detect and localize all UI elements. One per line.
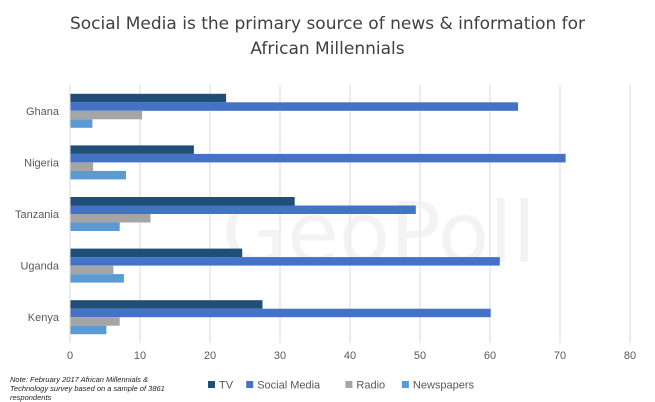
bar (70, 300, 263, 309)
bar (70, 102, 518, 111)
x-tick-label: 10 (134, 350, 146, 362)
bar (70, 170, 126, 180)
x-tick-label: 40 (344, 350, 356, 362)
bar (70, 93, 227, 103)
bar (70, 308, 491, 318)
legend-label: Social Media (257, 380, 321, 392)
bar (70, 205, 416, 214)
legend-swatch (208, 381, 215, 388)
x-tick-label: 60 (484, 350, 496, 362)
legend-label: TV (219, 380, 234, 392)
category-label: Uganda (20, 261, 59, 273)
category-label: Ghana (26, 106, 60, 118)
bar (70, 110, 143, 120)
legend-swatch (345, 381, 353, 388)
bar (70, 248, 243, 258)
x-tick-label: 70 (554, 350, 566, 362)
legend-label: Newspapers (413, 380, 475, 392)
x-tick-label: 80 (624, 350, 636, 362)
survey-note: Note: February 2017 African Millennials … (10, 375, 165, 402)
bar (70, 153, 566, 163)
category-label: Kenya (28, 312, 60, 324)
bar (70, 317, 120, 326)
x-tick-label: 20 (204, 350, 216, 362)
bar (70, 145, 194, 154)
bar (70, 325, 107, 335)
legend-label: Radio (356, 380, 385, 392)
category-label: Tanzania (15, 209, 60, 221)
legend-swatch (246, 381, 254, 388)
bar (70, 265, 114, 275)
bar (70, 257, 500, 266)
category-label: Nigeria (24, 157, 60, 169)
x-tick-label: 50 (414, 350, 426, 362)
x-tick-label: 30 (274, 350, 286, 362)
chart-title-line-2: African Millennials (250, 39, 405, 59)
bar (70, 197, 295, 206)
bar (70, 274, 124, 283)
chart-title-line-1: Social Media is the primary source of ne… (69, 14, 586, 34)
bar (70, 162, 94, 171)
x-tick-label: 0 (67, 350, 73, 362)
legend-swatch (401, 381, 409, 388)
bar (70, 119, 93, 128)
bar (70, 214, 151, 223)
bar (70, 222, 120, 231)
